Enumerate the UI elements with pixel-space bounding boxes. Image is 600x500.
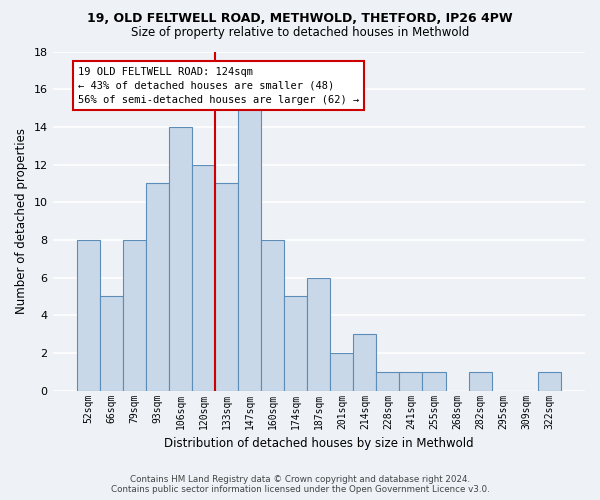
Bar [238, 108, 261, 391]
Bar [400, 372, 422, 390]
Text: 19 OLD FELTWELL ROAD: 124sqm
← 43% of detached houses are smaller (48)
56% of se: 19 OLD FELTWELL ROAD: 124sqm ← 43% of de… [78, 66, 359, 104]
Text: Contains HM Land Registry data © Crown copyright and database right 2024.
Contai: Contains HM Land Registry data © Crown c… [110, 474, 490, 494]
Bar [123, 240, 146, 390]
Y-axis label: Number of detached properties: Number of detached properties [15, 128, 28, 314]
Bar [100, 296, 123, 390]
Bar [146, 184, 169, 390]
Bar [422, 372, 446, 390]
Text: Size of property relative to detached houses in Methwold: Size of property relative to detached ho… [131, 26, 469, 39]
X-axis label: Distribution of detached houses by size in Methwold: Distribution of detached houses by size … [164, 437, 473, 450]
Bar [169, 127, 192, 390]
Bar [538, 372, 561, 390]
Bar [192, 164, 215, 390]
Bar [77, 240, 100, 390]
Bar [469, 372, 491, 390]
Bar [215, 184, 238, 390]
Bar [284, 296, 307, 390]
Bar [376, 372, 400, 390]
Bar [261, 240, 284, 390]
Bar [307, 278, 330, 390]
Text: 19, OLD FELTWELL ROAD, METHWOLD, THETFORD, IP26 4PW: 19, OLD FELTWELL ROAD, METHWOLD, THETFOR… [87, 12, 513, 26]
Bar [330, 353, 353, 391]
Bar [353, 334, 376, 390]
